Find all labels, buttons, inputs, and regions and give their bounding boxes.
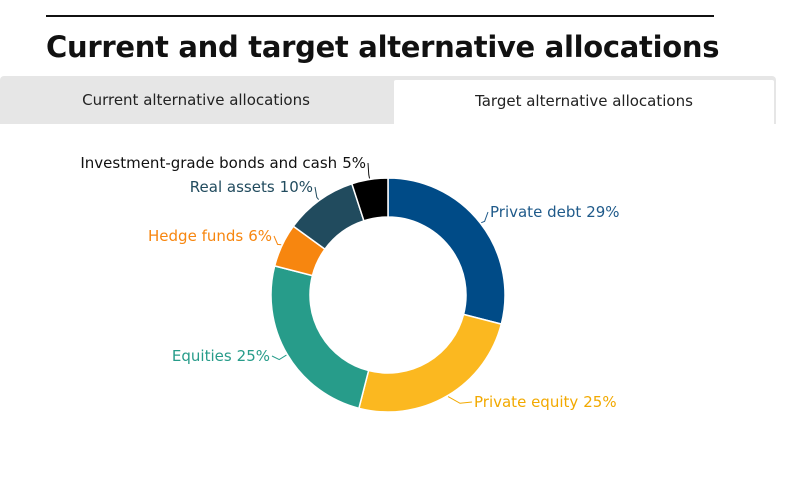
donut-segment — [270, 264, 370, 410]
category-name: Private debt — [490, 203, 581, 221]
leader-line — [271, 354, 287, 361]
leader-line — [314, 186, 320, 200]
value-label: 10% — [280, 178, 313, 196]
category-name: Equities — [172, 347, 232, 365]
data-label: Equities 25% — [172, 347, 270, 365]
chart: Private debt 29%Private equity 25%Equities… — [80, 154, 620, 413]
data-label: Hedge funds 6% — [148, 227, 272, 245]
category-name: Hedge funds — [148, 227, 243, 245]
tab[interactable]: Current alternative allocations — [82, 91, 310, 109]
data-label: Private equity 25% — [474, 393, 617, 411]
data-label: Investment-grade bonds and cash 5% — [80, 154, 366, 172]
category-name: Real assets — [190, 178, 275, 196]
page-title: Current and target alternative allocatio… — [46, 30, 720, 64]
data-label: Real assets 10% — [190, 178, 313, 196]
tab-bar: Current alternative allocations Target a… — [0, 76, 776, 124]
data-label: Private debt 29% — [490, 203, 620, 221]
value-label: 25% — [237, 347, 270, 365]
value-label: 29% — [586, 203, 619, 221]
value-label: 25% — [583, 393, 616, 411]
value-label: 5% — [342, 154, 366, 172]
tab[interactable]: Target alternative allocations — [392, 78, 776, 124]
leader-line — [367, 162, 371, 179]
category-name: Private equity — [474, 393, 578, 411]
donut-segment — [387, 177, 506, 326]
category-name: Investment-grade bonds and cash — [80, 154, 337, 172]
leader-line — [447, 396, 473, 404]
donut-segment — [350, 177, 389, 222]
leader-line — [481, 211, 489, 224]
leader-line — [273, 235, 282, 246]
value-label: 6% — [248, 227, 272, 245]
top-rule — [46, 15, 714, 17]
